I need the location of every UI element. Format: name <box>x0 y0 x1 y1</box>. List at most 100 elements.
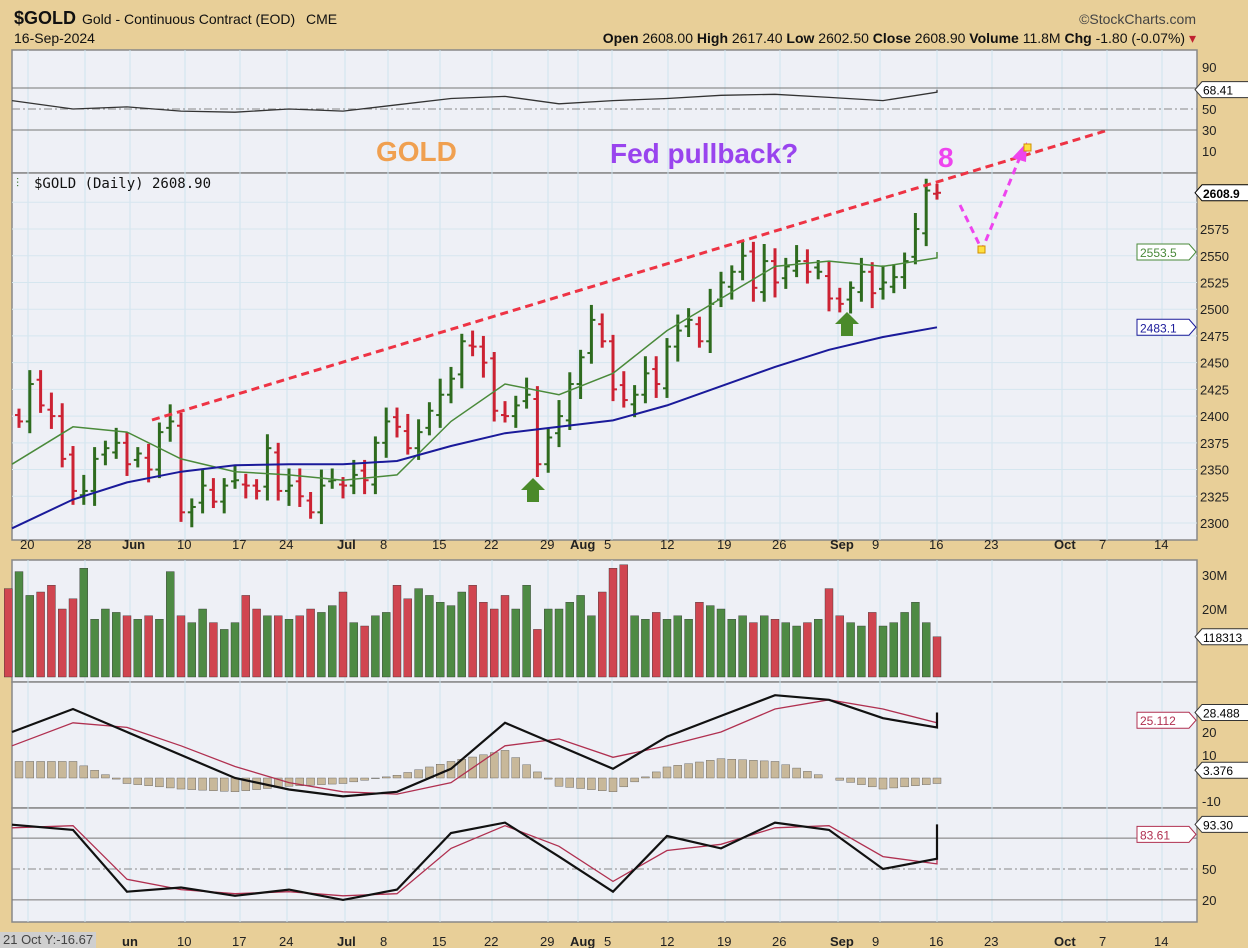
price-bar <box>749 241 758 302</box>
volume-bar <box>500 595 510 678</box>
volume-bar <box>749 622 758 678</box>
price-bar <box>58 403 67 468</box>
volume-bar <box>781 622 790 678</box>
volume-bar <box>716 608 726 678</box>
volume-bar <box>403 598 412 678</box>
volume-bar <box>133 619 143 678</box>
volume-bar <box>371 615 380 678</box>
macd-histogram-bar <box>662 766 672 779</box>
volume-bar <box>176 615 186 678</box>
x-tick-label-bottom: 14 <box>1154 934 1168 948</box>
volume-bar <box>392 585 402 678</box>
price-tick-label: 2475 <box>1200 329 1229 344</box>
macd-histogram-bar <box>122 777 132 784</box>
x-tick-label-bottom: Jul <box>337 934 356 948</box>
x-tick-label-bottom: 16 <box>929 934 943 948</box>
macd-histogram-bar <box>295 777 304 786</box>
volume-bar <box>241 595 251 678</box>
price-bar <box>576 349 585 399</box>
x-tick-label: 14 <box>1154 537 1168 552</box>
panel-stoch <box>11 807 1198 923</box>
price-bar <box>166 404 175 442</box>
volume-bar <box>803 622 812 678</box>
x-tick-label: 19 <box>717 537 731 552</box>
price-bar <box>771 248 779 298</box>
volume-bar <box>328 605 337 678</box>
ma50-line <box>11 326 938 530</box>
macd-histogram-bar <box>652 771 661 779</box>
macd-tag-box <box>1194 703 1248 721</box>
low-value: 2602.50 <box>818 30 869 46</box>
volume-bar <box>824 588 834 678</box>
volume-bar <box>187 622 197 678</box>
volume-bar <box>14 571 24 678</box>
macd-histogram-bar <box>144 777 153 786</box>
macd-histogram-bar <box>522 764 531 779</box>
volume-bar <box>868 612 877 678</box>
macd-tag-text: 28.488 <box>1203 706 1240 720</box>
x-tick-label: 20 <box>20 537 34 552</box>
macd-histogram-bar <box>738 759 747 779</box>
price-bar <box>825 261 833 312</box>
volume-bar <box>382 612 391 678</box>
price-bar <box>209 478 218 509</box>
macd-histogram-bar <box>727 759 736 779</box>
price-bar <box>533 386 542 478</box>
price-tick-label: 2300 <box>1200 516 1229 531</box>
x-tick-label-bottom: 22 <box>484 934 498 948</box>
price-bar <box>933 183 941 200</box>
macd-histogram-bar <box>706 760 715 779</box>
price-bar <box>857 257 866 302</box>
price-bar <box>36 370 45 413</box>
chg-label: Chg <box>1064 30 1092 46</box>
stoch-tick-label: 20 <box>1202 893 1216 908</box>
volume-bar <box>598 591 607 678</box>
volume-bar <box>284 619 294 678</box>
price-bar <box>922 178 931 247</box>
price-bar <box>295 468 304 507</box>
x-tick-label: 7 <box>1099 537 1106 552</box>
stoch-k-tag-text: 93.30 <box>1203 818 1233 832</box>
close-label: Close <box>872 30 911 46</box>
price-tick-label: 2550 <box>1200 249 1229 264</box>
x-tick-label-bottom: un <box>122 934 138 948</box>
volume-bar <box>263 615 272 678</box>
x-tick-label-bottom: 23 <box>984 934 998 948</box>
volume-bar <box>219 629 229 678</box>
price-bar <box>436 378 445 428</box>
macd-histogram-bar <box>684 763 693 779</box>
brand-logo[interactable]: ©StockCharts.com <box>1079 11 1196 27</box>
volume-bar <box>533 629 542 678</box>
price-bar <box>447 366 455 404</box>
price-bar <box>663 338 671 398</box>
volume-bar <box>878 625 888 678</box>
x-tick-label: Sep <box>830 537 854 552</box>
price-bar <box>220 478 229 514</box>
macd-histogram-bar <box>79 765 89 779</box>
x-tick-label-bottom: 8 <box>380 934 387 948</box>
volume-bar <box>619 564 628 678</box>
x-tick-label-bottom: 19 <box>717 934 731 948</box>
volume-bar <box>673 615 682 678</box>
ohlc-bars-icon: ⫶ <box>16 176 20 190</box>
price-bar <box>457 333 466 389</box>
macd-histogram-bar <box>328 777 337 785</box>
macd-histogram-bar <box>900 777 909 788</box>
volume-bar <box>760 615 769 678</box>
ma50-tag: 2483.1 <box>1136 318 1197 336</box>
price-bar <box>252 479 261 500</box>
volume-bar <box>68 598 78 678</box>
volume-tag-box <box>1194 628 1248 646</box>
ma20-line <box>11 252 938 481</box>
price-bar <box>133 447 142 468</box>
x-tick-label-bottom: 7 <box>1099 934 1106 948</box>
volume-bar <box>165 571 175 678</box>
volume-tick-label: 20M <box>1202 602 1227 617</box>
macd-histogram-bar <box>371 777 380 779</box>
volume-bar <box>565 602 574 678</box>
volume-bar <box>587 615 596 678</box>
price-tick-label: 2375 <box>1200 436 1229 451</box>
macd-histogram-bar <box>565 777 574 788</box>
